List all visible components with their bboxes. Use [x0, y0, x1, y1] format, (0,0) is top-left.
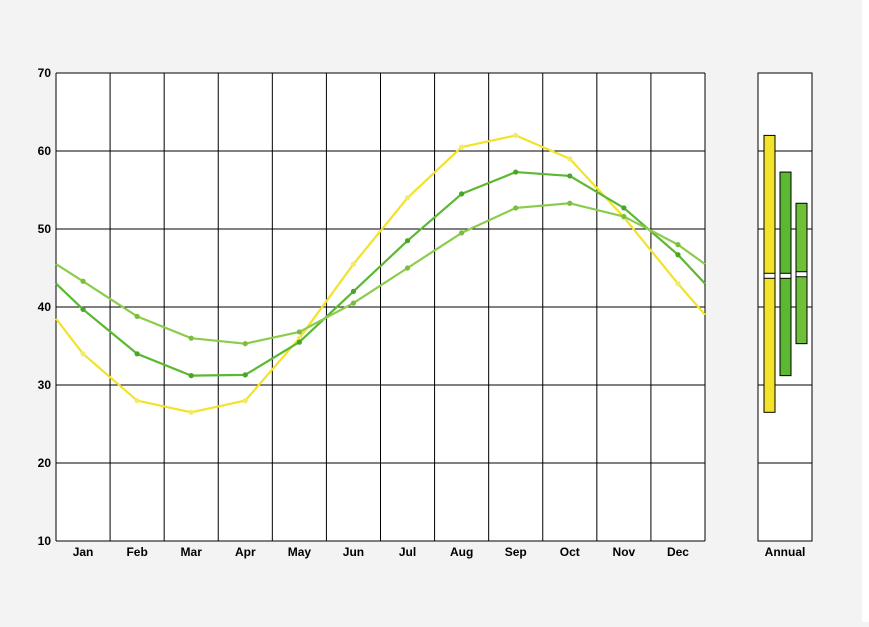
- series-point-2: [513, 169, 519, 175]
- x-tick-label: Jan: [73, 545, 94, 559]
- series-line-2: [55, 170, 706, 377]
- series-point-1: [459, 144, 465, 150]
- y-tick-label: 50: [38, 222, 52, 236]
- series-point-3: [459, 230, 465, 236]
- y-tick-label: 60: [38, 144, 52, 158]
- series-point-3: [675, 242, 681, 248]
- x-tick-label: Aug: [450, 545, 473, 559]
- series-point-3: [513, 205, 519, 211]
- annual-mean-marker-1: [763, 272, 776, 279]
- x-tick-label: Mar: [181, 545, 203, 559]
- series-point-3: [404, 265, 411, 271]
- x-tick-label: May: [288, 545, 312, 559]
- series-point-1: [134, 398, 140, 404]
- series-point-2: [188, 373, 194, 379]
- series-point-1: [513, 132, 519, 138]
- series-line-3: [55, 202, 706, 345]
- annual-label: Annual: [765, 545, 806, 559]
- series-point-2: [80, 306, 86, 312]
- series-point-3: [621, 213, 627, 220]
- series-point-3: [80, 278, 86, 284]
- series-point-2: [675, 252, 681, 258]
- series-point-1: [567, 156, 573, 162]
- series-point-2: [296, 339, 302, 345]
- series-point-1: [188, 409, 194, 415]
- x-tick-label: Jul: [399, 545, 416, 559]
- y-tick-label: 30: [38, 378, 52, 392]
- series-point-1: [350, 261, 357, 267]
- right-border-strip: [862, 0, 869, 622]
- series-point-3: [296, 329, 302, 335]
- series-point-2: [350, 288, 357, 294]
- monthly-panel: 10 20 30 40 50 60 70 Jan Feb Mar Apr May Jun Jul Aug Se…: [38, 66, 706, 559]
- series-point-3: [567, 200, 573, 206]
- series-point-2: [404, 238, 411, 244]
- y-tick-label: 20: [38, 456, 52, 470]
- x-tick-label: Feb: [126, 545, 147, 559]
- y-tick-label: 10: [38, 534, 52, 548]
- series-point-1: [242, 398, 248, 404]
- x-tick-label: Dec: [667, 545, 689, 559]
- series-point-1: [80, 351, 86, 357]
- series-point-2: [567, 173, 573, 179]
- series-point-3: [242, 341, 248, 347]
- x-tick-label: Nov: [613, 545, 636, 559]
- series-point-2: [134, 351, 140, 357]
- x-tick-label: Jun: [343, 545, 364, 559]
- series-point-1: [675, 281, 681, 287]
- series-point-2: [621, 205, 627, 211]
- annual-mean-marker-3: [795, 271, 808, 278]
- x-tick-label: Sep: [505, 545, 527, 559]
- series-point-1: [404, 195, 411, 201]
- x-tick-label: Oct: [560, 545, 580, 559]
- y-tick-label: 40: [38, 300, 52, 314]
- series-point-2: [242, 372, 248, 378]
- series-line-1: [55, 134, 706, 414]
- annual-mean-marker-2: [779, 272, 792, 279]
- x-tick-label: Apr: [235, 545, 256, 559]
- series-point-3: [188, 335, 194, 341]
- series-point-3: [350, 300, 357, 306]
- annual-panel: Annual: [757, 72, 813, 559]
- series-point-3: [134, 313, 140, 319]
- series-point-2: [459, 191, 465, 197]
- y-tick-label: 70: [38, 66, 52, 80]
